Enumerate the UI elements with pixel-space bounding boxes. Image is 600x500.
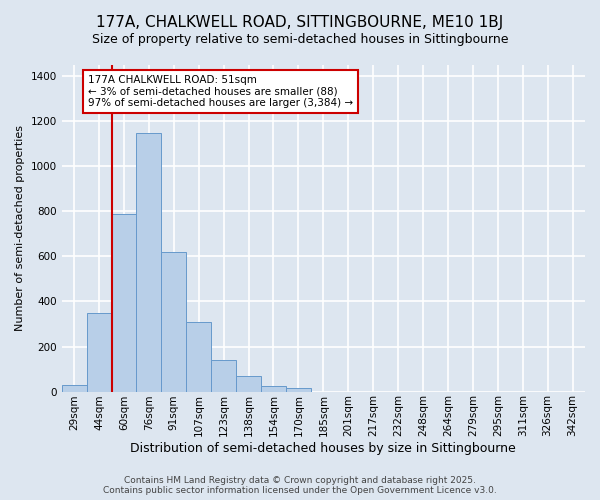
Text: Size of property relative to semi-detached houses in Sittingbourne: Size of property relative to semi-detach…: [92, 32, 508, 46]
Bar: [236, 376, 261, 392]
Bar: [112, 214, 136, 392]
Bar: [286, 388, 311, 392]
Bar: [186, 322, 211, 392]
Text: Contains HM Land Registry data © Crown copyright and database right 2025.
Contai: Contains HM Land Registry data © Crown c…: [103, 476, 497, 495]
Bar: [136, 132, 161, 392]
Bar: [211, 360, 236, 392]
Y-axis label: Number of semi-detached properties: Number of semi-detached properties: [15, 126, 25, 332]
Text: 177A CHALKWELL ROAD: 51sqm
← 3% of semi-detached houses are smaller (88)
97% of : 177A CHALKWELL ROAD: 51sqm ← 3% of semi-…: [88, 75, 353, 108]
Bar: [62, 385, 86, 392]
X-axis label: Distribution of semi-detached houses by size in Sittingbourne: Distribution of semi-detached houses by …: [130, 442, 516, 455]
Bar: [86, 312, 112, 392]
Bar: [161, 252, 186, 392]
Bar: [261, 386, 286, 392]
Text: 177A, CHALKWELL ROAD, SITTINGBOURNE, ME10 1BJ: 177A, CHALKWELL ROAD, SITTINGBOURNE, ME1…: [97, 15, 503, 30]
